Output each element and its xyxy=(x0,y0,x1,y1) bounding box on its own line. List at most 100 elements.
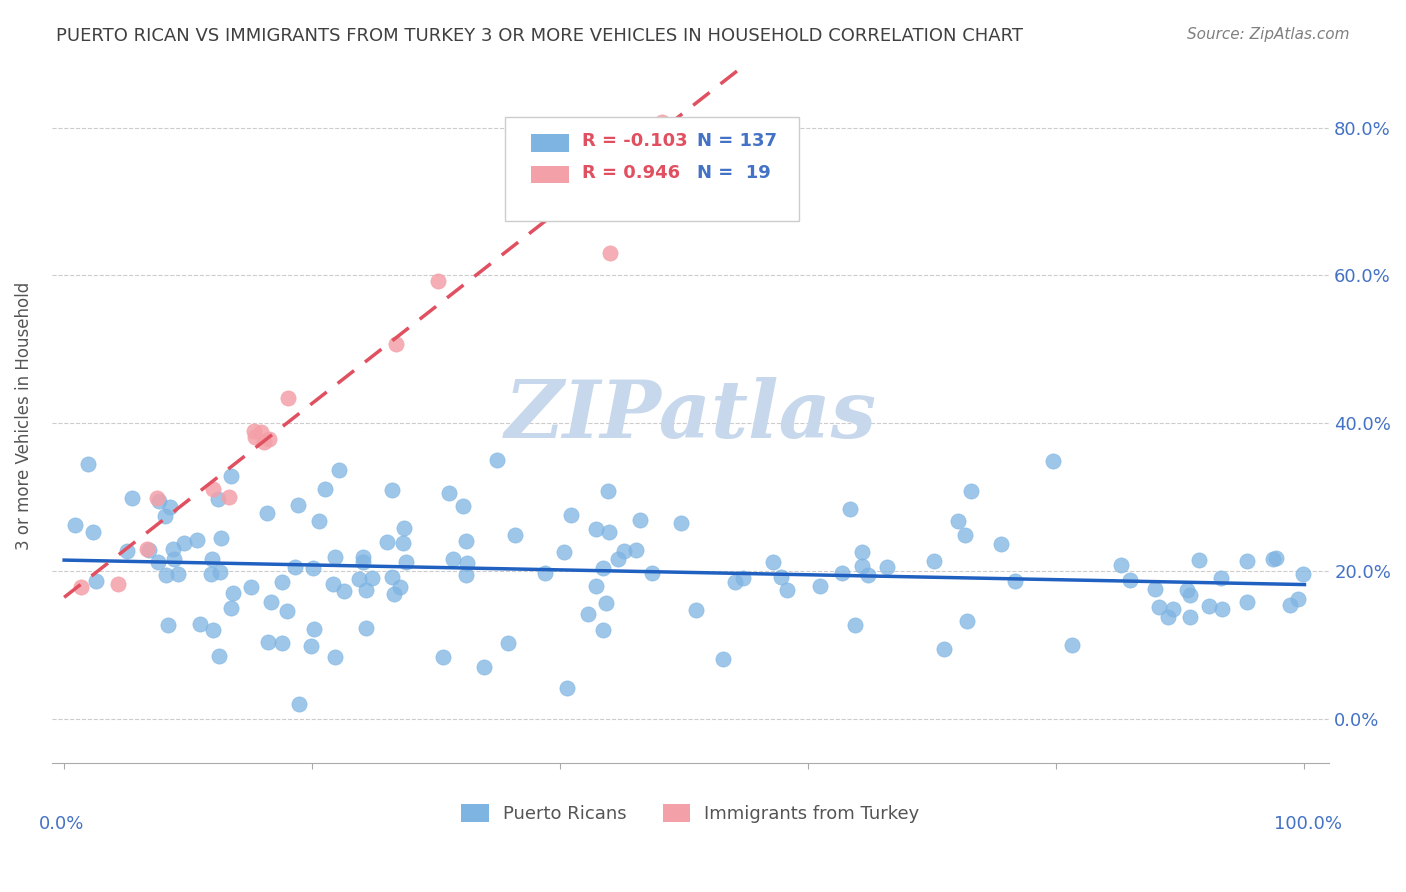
Point xyxy=(138,542,160,557)
Point xyxy=(456,533,478,548)
Point xyxy=(277,391,299,405)
Point xyxy=(599,246,621,260)
Point xyxy=(243,430,266,444)
Point xyxy=(395,555,418,569)
Point xyxy=(352,549,374,564)
Text: PUERTO RICAN VS IMMIGRANTS FROM TURKEY 3 OR MORE VEHICLES IN HOUSEHOLD CORRELATI: PUERTO RICAN VS IMMIGRANTS FROM TURKEY 3… xyxy=(56,27,1024,45)
Point xyxy=(208,648,231,663)
Point xyxy=(456,556,478,570)
Point xyxy=(844,617,866,632)
Point xyxy=(1062,638,1084,652)
Point xyxy=(202,623,225,637)
Point xyxy=(1109,558,1132,573)
Point xyxy=(375,535,398,549)
Point xyxy=(437,485,460,500)
Point xyxy=(1149,600,1171,615)
Text: N = 137: N = 137 xyxy=(697,132,778,151)
Point xyxy=(257,634,280,648)
Point xyxy=(485,453,508,467)
Point xyxy=(218,490,240,504)
Point xyxy=(1265,550,1288,565)
Point xyxy=(148,494,170,508)
Point xyxy=(606,551,628,566)
Point xyxy=(953,528,976,542)
Point xyxy=(69,580,91,594)
Point xyxy=(354,582,377,597)
Point xyxy=(585,578,607,592)
Point xyxy=(932,642,955,657)
Point xyxy=(219,469,242,483)
Point xyxy=(381,483,404,497)
Point xyxy=(454,568,477,582)
Point xyxy=(776,582,799,597)
Point xyxy=(82,524,104,539)
FancyBboxPatch shape xyxy=(505,117,799,221)
Point xyxy=(219,600,242,615)
Point xyxy=(1144,582,1167,596)
Text: ZIPatlas: ZIPatlas xyxy=(505,377,876,454)
Point xyxy=(503,527,526,541)
Point xyxy=(613,543,636,558)
Point xyxy=(441,552,464,566)
Text: 100.0%: 100.0% xyxy=(1274,815,1343,833)
Point xyxy=(592,561,614,575)
Point xyxy=(352,556,374,570)
Point xyxy=(922,554,945,568)
Point xyxy=(253,434,276,449)
Point xyxy=(153,509,176,524)
Point xyxy=(533,566,555,580)
Point xyxy=(157,618,180,632)
Point xyxy=(1236,554,1258,568)
Point xyxy=(121,491,143,505)
Point xyxy=(302,561,325,575)
Point xyxy=(1236,595,1258,609)
Point xyxy=(856,567,879,582)
Point xyxy=(560,179,582,194)
Point xyxy=(598,524,620,539)
Point xyxy=(186,533,208,547)
Point xyxy=(557,681,579,695)
Point xyxy=(322,576,344,591)
Point xyxy=(641,566,664,580)
Point xyxy=(1004,574,1026,588)
Text: R = 0.946: R = 0.946 xyxy=(582,163,681,182)
Point xyxy=(84,574,107,589)
Point xyxy=(392,536,415,550)
Point xyxy=(598,483,620,498)
Point xyxy=(135,542,157,557)
Point xyxy=(200,567,222,582)
Point xyxy=(946,514,969,528)
Point xyxy=(159,500,181,514)
Point xyxy=(382,587,405,601)
Point xyxy=(222,586,245,600)
Point xyxy=(956,614,979,628)
Point xyxy=(240,580,263,594)
Point xyxy=(188,616,211,631)
Point xyxy=(651,115,673,129)
Point xyxy=(173,536,195,550)
Point xyxy=(207,492,229,507)
Point xyxy=(361,571,384,585)
Point xyxy=(260,595,283,609)
Point xyxy=(389,580,412,594)
Point xyxy=(582,165,605,179)
Point xyxy=(851,544,873,558)
Point xyxy=(585,522,607,536)
Point xyxy=(155,568,177,582)
Text: 0.0%: 0.0% xyxy=(39,815,84,833)
Point xyxy=(831,566,853,580)
Point xyxy=(288,697,311,711)
Point xyxy=(685,603,707,617)
Point xyxy=(257,432,280,446)
Point xyxy=(669,516,692,530)
Point xyxy=(1188,553,1211,567)
Point xyxy=(808,579,831,593)
Point xyxy=(959,483,981,498)
Point xyxy=(770,569,793,583)
Point xyxy=(560,508,582,523)
Point xyxy=(426,274,449,288)
Point xyxy=(1180,610,1202,624)
Point xyxy=(624,543,647,558)
Point xyxy=(201,552,224,566)
Point xyxy=(333,584,356,599)
